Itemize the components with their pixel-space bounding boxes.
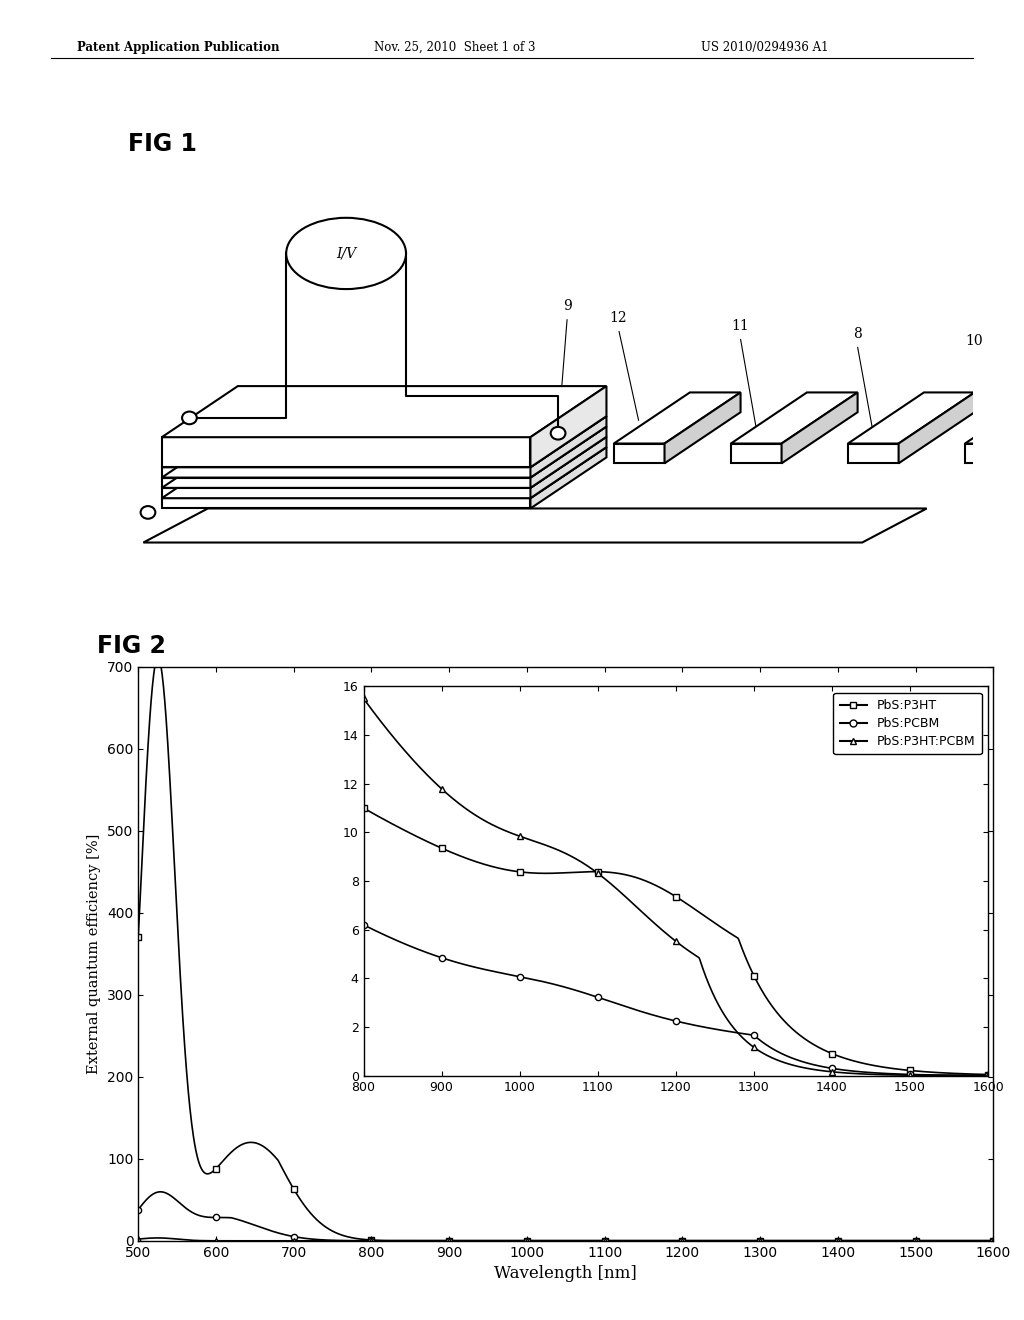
Polygon shape <box>965 392 1024 444</box>
Polygon shape <box>162 488 530 498</box>
Text: 9: 9 <box>563 298 571 313</box>
Text: US 2010/0294936 A1: US 2010/0294936 A1 <box>701 41 829 54</box>
Polygon shape <box>162 437 530 467</box>
Polygon shape <box>530 426 606 488</box>
Text: Nov. 25, 2010  Sheet 1 of 3: Nov. 25, 2010 Sheet 1 of 3 <box>374 41 536 54</box>
Polygon shape <box>530 437 606 498</box>
Polygon shape <box>162 426 606 478</box>
Text: FIG 2: FIG 2 <box>97 634 166 657</box>
Ellipse shape <box>287 218 406 289</box>
Legend: PbS:P3HT, PbS:PCBM, PbS:P3HT:PCBM: PbS:P3HT, PbS:PCBM, PbS:P3HT:PCBM <box>834 693 982 754</box>
Polygon shape <box>530 447 606 508</box>
Polygon shape <box>1016 392 1024 463</box>
Polygon shape <box>781 392 858 463</box>
Circle shape <box>140 506 156 519</box>
Polygon shape <box>613 392 740 444</box>
Polygon shape <box>848 392 975 444</box>
Polygon shape <box>848 444 899 463</box>
Polygon shape <box>162 416 606 467</box>
Polygon shape <box>530 416 606 478</box>
X-axis label: Wavelength [nm]: Wavelength [nm] <box>495 1265 637 1282</box>
Text: 12: 12 <box>609 310 628 325</box>
Text: 8: 8 <box>853 326 861 341</box>
Polygon shape <box>162 437 606 488</box>
Polygon shape <box>530 387 606 467</box>
Polygon shape <box>162 467 530 478</box>
Polygon shape <box>162 478 530 488</box>
Text: 10: 10 <box>966 334 983 348</box>
Polygon shape <box>162 498 530 508</box>
Text: I/V: I/V <box>336 247 356 260</box>
Polygon shape <box>731 444 781 463</box>
Circle shape <box>551 426 565 440</box>
Polygon shape <box>665 392 740 463</box>
Text: FIG 1: FIG 1 <box>128 132 197 156</box>
Polygon shape <box>162 447 606 498</box>
Polygon shape <box>899 392 975 463</box>
Y-axis label: External quantum efficiency [%]: External quantum efficiency [%] <box>87 833 101 1074</box>
Polygon shape <box>731 392 858 444</box>
Polygon shape <box>162 387 606 437</box>
Text: Patent Application Publication: Patent Application Publication <box>77 41 280 54</box>
Circle shape <box>182 412 197 424</box>
Polygon shape <box>143 508 927 543</box>
Text: 11: 11 <box>731 318 749 333</box>
Polygon shape <box>613 444 665 463</box>
Polygon shape <box>965 444 1016 463</box>
